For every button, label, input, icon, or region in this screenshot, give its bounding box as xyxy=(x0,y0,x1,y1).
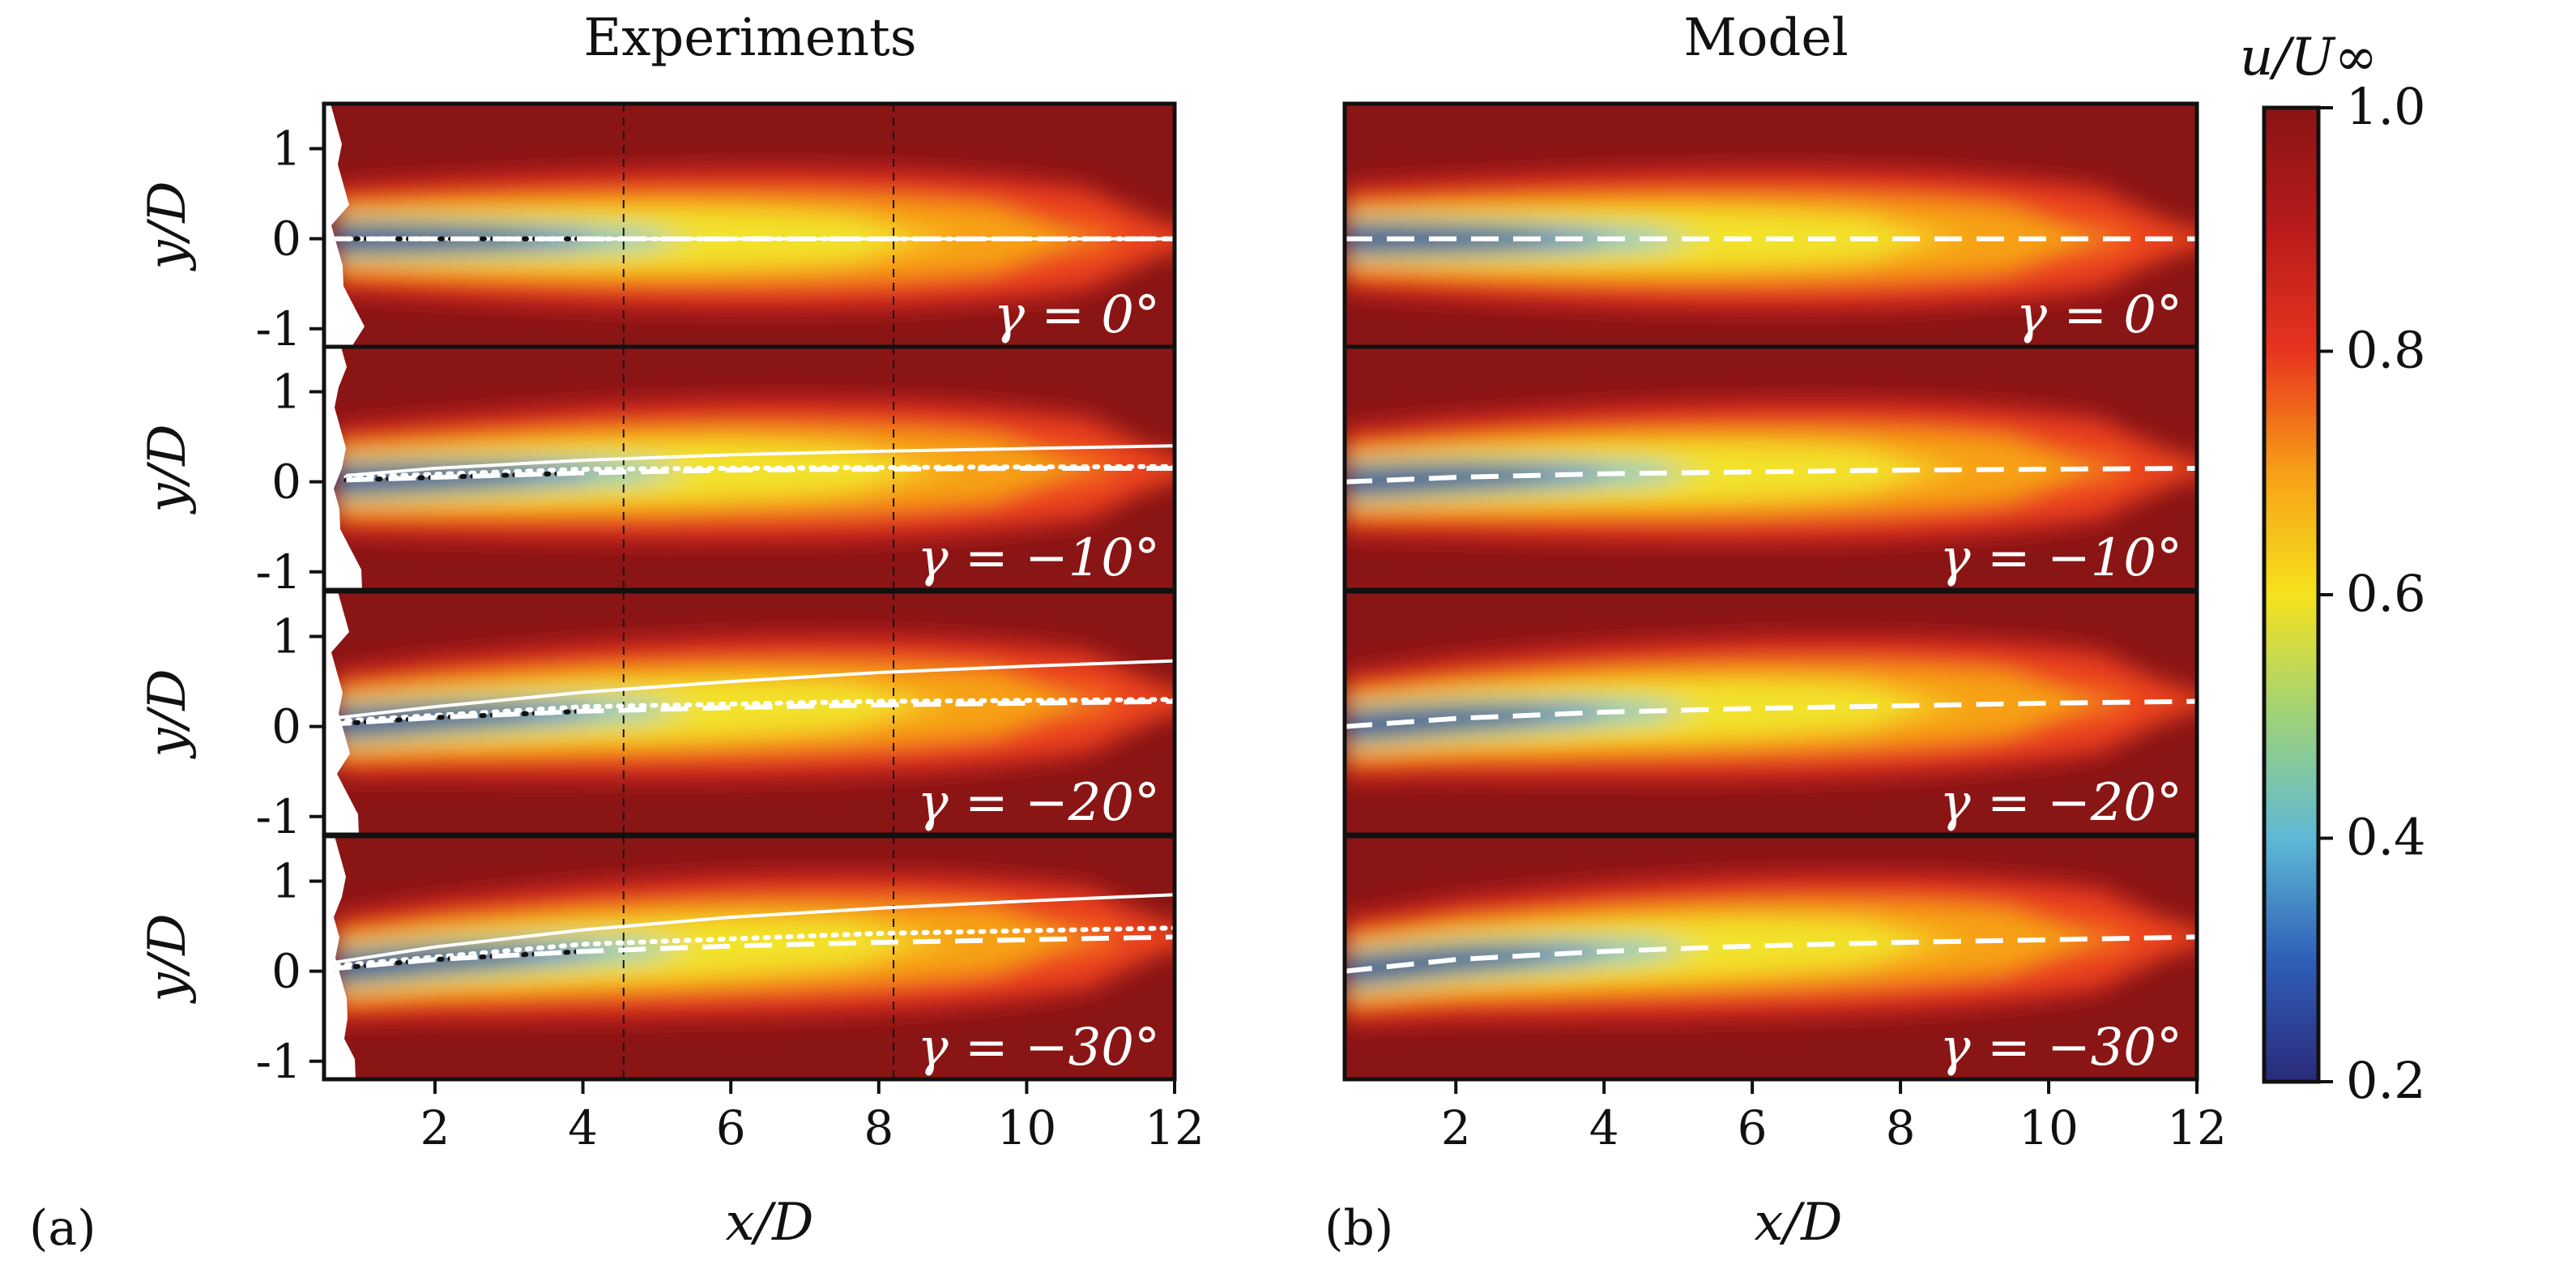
gamma-label: γ = −10° xyxy=(1939,528,2182,588)
panel-b-row3: γ = −20° xyxy=(1342,589,2199,837)
x-tick-label: 12 xyxy=(1145,1100,1205,1155)
y-tick-label: 0 xyxy=(271,211,301,267)
y-axis-label: y/D xyxy=(138,424,198,515)
wake-contour-7 xyxy=(1345,469,1560,492)
x-tick-label: 2 xyxy=(420,1100,450,1155)
y-tick-label: -1 xyxy=(256,301,302,357)
x-tick-label: 6 xyxy=(716,1100,746,1155)
x-tick-label: 4 xyxy=(1589,1100,1619,1155)
panel-b-row1: γ = 0° xyxy=(1342,101,2199,349)
panel-frame xyxy=(1342,834,2199,1082)
y-tick-label: 1 xyxy=(271,122,301,177)
gamma-label: γ = −30° xyxy=(1939,1018,2182,1078)
y-tick-label: -1 xyxy=(256,789,302,844)
x-tick-label: 2 xyxy=(1441,1100,1471,1155)
colorbar-tick-label: 0.4 xyxy=(2346,808,2426,867)
x-tick-label: 10 xyxy=(996,1100,1056,1155)
inlet-mask xyxy=(324,104,365,347)
panel-b-row2: γ = −10° xyxy=(1342,344,2199,592)
y-tick-label: -1 xyxy=(256,1034,302,1089)
wake-contour-7 xyxy=(1345,710,1560,737)
y-tick-label: 0 xyxy=(271,699,301,754)
panel-label-b: (b) xyxy=(1324,1200,1393,1257)
panel-a-row1: γ = 0° -1 0 1 y/D xyxy=(138,101,1177,357)
wake-center-dashed-line xyxy=(1345,698,2197,729)
y-tick-label: 1 xyxy=(271,854,301,909)
wake-center-dashed-line xyxy=(1345,934,2197,974)
colorbar: 0.2 0.4 0.6 0.8 1.0 xyxy=(2262,77,2426,1110)
colorbar-tick-label: 1.0 xyxy=(2346,77,2426,136)
experiments-title: Experiments xyxy=(583,8,916,68)
colorbar-tick-label: 0.8 xyxy=(2346,321,2426,380)
panel-a-row4: γ = −30° -1 0 1 y/D 2 4 6 8 10 12 xyxy=(138,834,1205,1155)
wake-center-dashed-line xyxy=(1345,466,2197,485)
colorbar-gradient xyxy=(2262,105,2321,1084)
wake-center-dashed-line xyxy=(324,934,1175,972)
y-tick-label: 0 xyxy=(271,944,301,999)
y-tick-label: 1 xyxy=(271,365,301,420)
gamma-label: γ = 0° xyxy=(2016,285,2182,345)
panel-b-row4: γ = −30° 2 4 6 8 10 12 xyxy=(1342,834,2227,1155)
solid-trajectory-line xyxy=(324,659,1175,721)
x-axis-label-right: x/D xyxy=(1755,1193,1843,1253)
inlet-mask xyxy=(324,836,356,1079)
panel-a-row2: γ = −10° -1 0 1 y/D xyxy=(138,344,1177,600)
wake-center-dashed-line xyxy=(346,466,1175,483)
y-tick-label: -1 xyxy=(256,544,302,600)
colorbar-label: u/U∞ xyxy=(2240,28,2378,88)
panels-group: γ = 0° -1 0 1 y/D γ = −10° -1 0 1 y/D γ = −20° -1 0 1… xyxy=(138,101,2227,1155)
y-axis-label: y/D xyxy=(138,913,198,1004)
black-dotted-center xyxy=(324,708,586,728)
inlet-mask xyxy=(324,591,359,835)
y-axis-label: y/D xyxy=(138,668,198,759)
y-tick-label: 1 xyxy=(271,609,301,664)
x-tick-label: 8 xyxy=(864,1100,893,1155)
model-title: Model xyxy=(1683,8,1848,68)
wake-center-dashed-line xyxy=(324,698,1175,728)
x-tick-label: 12 xyxy=(2167,1100,2227,1155)
colorbar-tick-label: 0.2 xyxy=(2346,1051,2426,1110)
wake-contour-7 xyxy=(1345,950,1560,981)
x-axis-label-left: x/D xyxy=(726,1193,814,1253)
gamma-label: γ = 0° xyxy=(994,285,1160,345)
panel-label-a: (a) xyxy=(29,1200,96,1257)
panel-frame xyxy=(322,834,1177,1082)
y-tick-label: 0 xyxy=(271,455,301,510)
colorbar-tick-label: 0.6 xyxy=(2346,564,2426,623)
solid-trajectory-line xyxy=(324,893,1175,966)
panel-a-row3: γ = −20° -1 0 1 y/D xyxy=(138,589,1177,844)
x-tick-label: 8 xyxy=(1886,1100,1916,1155)
x-tick-label: 10 xyxy=(2019,1100,2079,1155)
gamma-label: γ = −20° xyxy=(917,773,1160,833)
wake-field xyxy=(1345,870,2197,1027)
y-axis-label: y/D xyxy=(138,181,198,271)
inlet-mask xyxy=(324,347,362,590)
x-tick-label: 6 xyxy=(1738,1100,1768,1155)
dotted-trajectory-line xyxy=(324,925,1175,970)
black-dotted-center xyxy=(324,949,586,972)
gamma-label: γ = −30° xyxy=(917,1018,1160,1078)
x-tick-label: 4 xyxy=(568,1100,598,1155)
gamma-label: γ = −20° xyxy=(1939,773,2182,833)
gamma-label: γ = −10° xyxy=(917,528,1160,588)
solid-trajectory-line xyxy=(346,444,1175,477)
